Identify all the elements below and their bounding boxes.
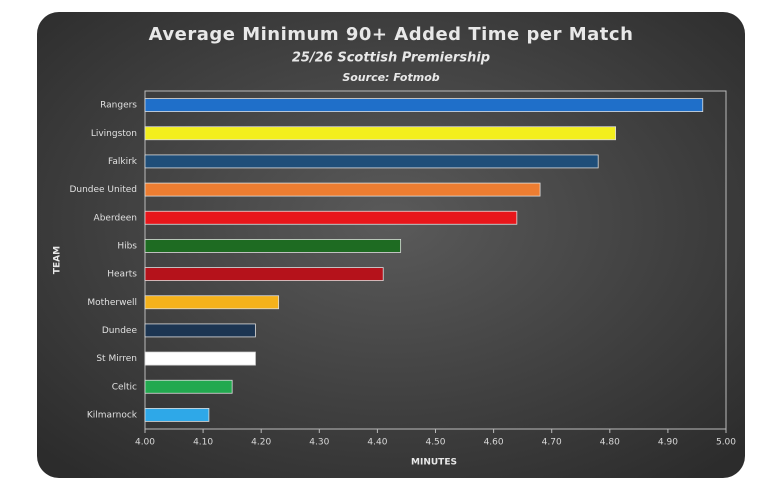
bar [144,182,541,197]
x-tick-label: 4.70 [542,438,562,448]
bar [144,295,280,310]
y-tick-label: Kilmarnock [87,410,138,420]
y-tick-label: Rangers [100,101,137,111]
x-tick-label: 4.50 [425,438,445,448]
bar [144,351,256,366]
y-tick-label: Livingston [91,129,137,139]
y-tick-label: Aberdeen [94,213,137,223]
chart-subtitle: 25/26 Scottish Premiership [292,51,490,66]
x-tick-label: 4.90 [658,438,678,448]
x-tick-label: 4.40 [367,438,387,448]
bar [144,379,233,394]
bar [144,323,256,338]
x-tick-label: 4.20 [251,438,271,448]
x-axis-label: MINUTES [411,458,457,468]
x-tick-label: 4.60 [484,438,504,448]
bar [144,239,402,253]
y-tick-label: Falkirk [108,157,138,167]
bar [144,98,704,112]
y-axis-label: TEAM [53,246,63,274]
bar [144,267,384,281]
x-tick-label: 5.00 [716,438,736,448]
chart-title: Average Minimum 90+ Added Time per Match [149,24,634,45]
y-tick-label: Dundee United [69,185,137,195]
y-tick-label: Motherwell [87,298,137,308]
bar [144,210,518,225]
y-tick-label: Hearts [107,270,137,280]
chart-source: Source: Fotmob [342,71,439,84]
x-tick-label: 4.80 [600,438,620,448]
x-tick-label: 4.10 [193,438,213,448]
y-tick-label: Dundee [102,326,138,336]
y-tick-label: Hibs [117,241,137,251]
y-tick-label: Celtic [112,382,137,392]
bar [144,126,617,141]
x-tick-label: 4.00 [135,438,155,448]
bar [144,408,210,422]
x-tick-label: 4.30 [309,438,329,448]
bar [144,154,599,169]
y-tick-label: St Mirren [96,354,137,364]
